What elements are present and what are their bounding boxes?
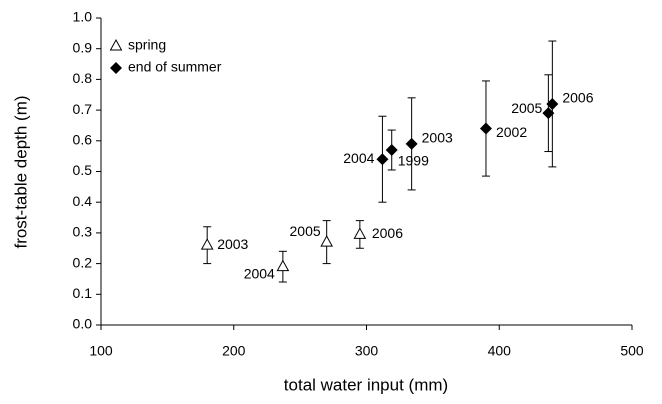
- point-label: 2006: [562, 90, 593, 106]
- x-tick-label: 400: [488, 343, 512, 359]
- data-point: [542, 107, 555, 120]
- y-tick-label: 1.0: [73, 9, 93, 25]
- x-tick-label: 300: [355, 343, 379, 359]
- point-label: 2005: [290, 223, 321, 239]
- y-tick-label: 0.8: [73, 70, 93, 86]
- legend-label: end of summer: [128, 59, 222, 75]
- point-label: 2005: [511, 100, 542, 116]
- data-point: [320, 235, 334, 247]
- y-tick-label: 0.4: [73, 193, 93, 209]
- legend-label: spring: [128, 37, 166, 53]
- point-label: 2006: [372, 225, 403, 241]
- y-tick-label: 0.2: [73, 254, 93, 270]
- point-label: 2003: [422, 130, 453, 146]
- y-tick-label: 0.6: [73, 132, 93, 148]
- data-point: [276, 259, 290, 272]
- y-tick-label: 0.7: [73, 101, 93, 117]
- y-tick-label: 0.0: [73, 316, 93, 332]
- x-tick-label: 100: [89, 343, 113, 359]
- data-point: [546, 97, 559, 110]
- y-tick-label: 0.9: [73, 39, 93, 55]
- y-tick-label: 0.5: [73, 162, 93, 178]
- point-label: 2002: [496, 124, 527, 140]
- data-point: [353, 227, 367, 239]
- point-label: 1999: [398, 153, 429, 169]
- data-point: [405, 137, 418, 150]
- data-point: [200, 238, 214, 250]
- point-label: 2004: [244, 265, 275, 281]
- x-axis-title: total water input (mm): [284, 375, 448, 394]
- legend-marker: [110, 62, 122, 74]
- data-point: [479, 122, 492, 135]
- x-tick-label: 500: [620, 343, 644, 359]
- y-axis-title: frost-table depth (m): [11, 95, 30, 248]
- point-label: 2004: [343, 150, 374, 166]
- x-tick-label: 200: [222, 343, 246, 359]
- y-tick-label: 0.3: [73, 224, 93, 240]
- y-tick-label: 0.1: [73, 285, 93, 301]
- point-label: 2003: [217, 236, 248, 252]
- legend-marker: [109, 38, 123, 51]
- data-point: [376, 153, 389, 166]
- data-point: [385, 144, 398, 157]
